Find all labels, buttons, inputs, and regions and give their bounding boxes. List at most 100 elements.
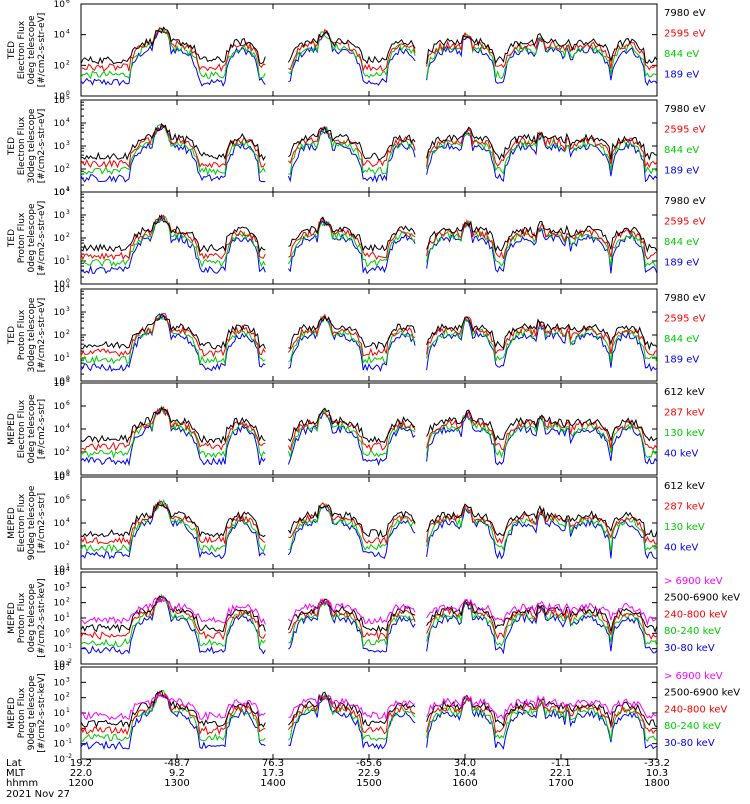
y-tick-exponent: 6 (66, 0, 70, 5)
footer-value: 22.1 (550, 768, 572, 779)
footer-value: 1400 (260, 778, 285, 789)
y-tick-label: 10 (54, 565, 66, 575)
legend-entry: > 6900 keV (664, 671, 723, 682)
panel-frame (80, 666, 658, 760)
y-axis-label-line: 30deg telescope (27, 297, 37, 372)
y-tick-label: 10 (54, 519, 66, 529)
y-tick-exponent: 6 (66, 494, 70, 501)
y-tick-label: 10 (54, 280, 66, 290)
y-tick-exponent: 1 (66, 255, 70, 262)
y-tick-label: 10 (54, 694, 66, 704)
y-tick-exponent: 0 (66, 90, 70, 97)
y-axis-label-line: [#/cm2-s-str-keV] (37, 578, 47, 657)
legend-entry: 30-80 keV (664, 643, 715, 654)
legend-entry: 2500-6900 keV (664, 688, 740, 699)
y-axis-label-line: Electron Flux (17, 116, 27, 175)
panel-frame (80, 382, 658, 476)
y-tick-label: 10 (54, 471, 66, 481)
y-tick-exponent: 2 (66, 163, 70, 170)
footer-value: 1700 (548, 778, 573, 789)
footer-value: 1200 (68, 778, 93, 789)
y-tick-exponent: -1 (66, 643, 72, 650)
series-trace (80, 313, 658, 358)
legend-entry: 287 keV (664, 501, 705, 512)
y-tick-exponent: 4 (66, 517, 70, 524)
legend-entry: > 6900 keV (664, 576, 723, 587)
y-tick-label: 10 (54, 629, 66, 639)
series-trace (80, 27, 658, 87)
y-tick-exponent: -1 (66, 738, 72, 745)
y-tick-exponent: 2 (66, 446, 70, 453)
y-tick-exponent: 8 (66, 471, 70, 478)
y-tick-exponent: 4 (66, 283, 70, 290)
footer-row-label: hhmm (6, 778, 38, 789)
y-axis-label-line: [#/cm2-s-str-eV] (37, 201, 47, 276)
y-tick-label: 10 (54, 61, 66, 71)
y-tick-exponent: 2 (66, 540, 70, 547)
y-axis-label-line: [#/cm2-s-str-eV] (37, 109, 47, 184)
legend-entry: 612 keV (664, 481, 705, 492)
y-tick-exponent: 3 (66, 140, 70, 147)
footer-value: 76.3 (262, 758, 284, 769)
y-axis-label-line: TED (7, 229, 17, 248)
y-tick-label: 10 (54, 755, 66, 765)
y-axis-label-line: Electron Flux (17, 493, 27, 552)
y-tick-exponent: 4 (66, 661, 70, 668)
series-trace (80, 27, 658, 80)
y-tick-label: 10 (54, 331, 66, 341)
y-axis-label: TED Proton Flux 30deg telescope [#/cm2-s-st… (7, 297, 47, 372)
legend-entry: 7980 eV (664, 293, 706, 304)
y-tick-exponent: 1 (66, 186, 70, 193)
y-tick-exponent: -2 (66, 658, 72, 665)
y-tick-label: 10 (54, 257, 66, 267)
legend-entry: 2500-6900 keV (664, 593, 740, 604)
legend-entry: 189 eV (664, 69, 699, 80)
y-tick-label: 10 (54, 660, 66, 670)
y-tick-exponent: 1 (66, 563, 70, 570)
legend-entry: 40 keV (664, 448, 698, 459)
y-axis-label-line: Electron Flux (17, 399, 27, 458)
y-axis-label-line: 0deg telescope (27, 203, 37, 273)
panel-frame (80, 476, 658, 570)
legend-entry: 7980 eV (664, 104, 706, 115)
y-tick-exponent: 3 (66, 209, 70, 216)
footer-value: -65.6 (356, 758, 382, 769)
y-axis-label: TED Proton Flux 0deg telescope [#/cm2-s-str… (7, 201, 47, 276)
footer-value: 34.0 (454, 758, 476, 769)
footer-value: 1800 (644, 778, 669, 789)
legend-entry: 2595 eV (664, 216, 706, 227)
footer-row-label: MLT (6, 768, 26, 779)
y-tick-exponent: 1 (66, 612, 70, 619)
footer-value: 9.2 (169, 768, 185, 779)
y-axis-label-line: TED (7, 326, 17, 345)
legend-entry: 844 eV (664, 334, 699, 345)
y-tick-exponent: 0 (66, 278, 70, 285)
y-tick-label: 10 (54, 740, 66, 750)
legend-entry: 130 keV (664, 522, 705, 533)
legend-entry: 844 eV (664, 145, 699, 156)
y-tick-label: 10 (54, 234, 66, 244)
y-tick-exponent: 2 (66, 597, 70, 604)
series-trace (80, 26, 658, 65)
y-tick-label: 10 (54, 599, 66, 609)
legend-entry: 80-240 keV (664, 626, 721, 637)
y-tick-exponent: 0 (66, 469, 70, 476)
legend-entry: 7980 eV (664, 8, 706, 19)
series-trace (80, 122, 658, 161)
legend-entry: 189 eV (664, 354, 699, 365)
y-axis-label-line: [#/cm2-s-str-eV] (37, 298, 47, 373)
y-tick-label: 10 (54, 142, 66, 152)
y-tick-exponent: 2 (66, 692, 70, 699)
y-axis-label: TED Electron Flux 0deg telescope [#/cm2-s-s… (7, 13, 47, 88)
panel-frame (80, 191, 658, 285)
series-trace (80, 313, 658, 351)
legend-entry: 287 keV (664, 407, 705, 418)
y-axis-label: MEPED Electron Flux 0deg telescope [#/cm2-s… (7, 394, 47, 464)
y-axis-label: MEPED Proton Flux 0deg telescope [#/cm2-s-s… (7, 578, 47, 657)
legend-entry: 130 keV (664, 428, 705, 439)
y-axis-label-line: TED (7, 41, 17, 60)
y-axis-label-line: MEPED (7, 507, 17, 539)
